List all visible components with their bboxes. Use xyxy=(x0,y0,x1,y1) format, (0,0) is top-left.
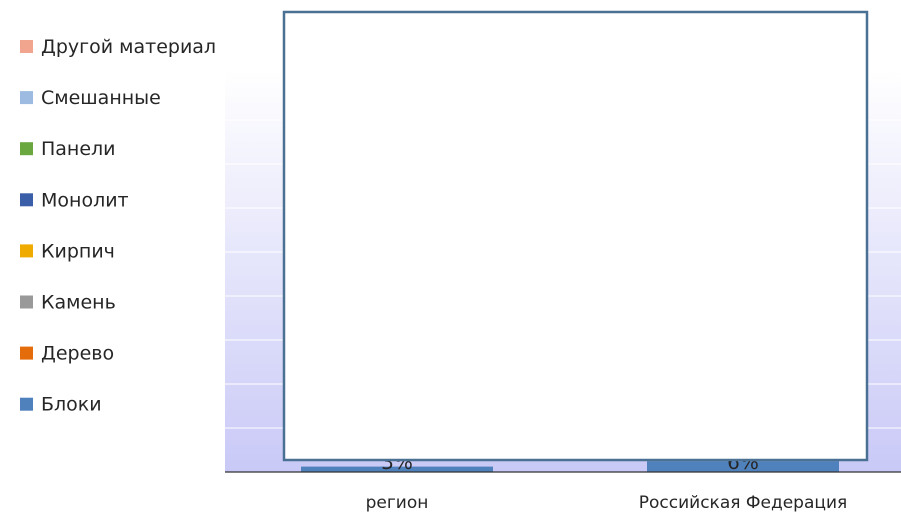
legend-swatch xyxy=(20,244,33,258)
legend-item: Блоки xyxy=(20,394,102,416)
legend-swatch xyxy=(20,295,33,309)
bars xyxy=(301,461,839,472)
category-label: регион xyxy=(366,493,429,513)
legend-swatch xyxy=(20,142,33,156)
legend-item: Панели xyxy=(20,138,116,160)
legend-label: Смешанные xyxy=(41,87,161,109)
legend-swatch xyxy=(20,397,33,411)
bar-1-1 xyxy=(301,466,493,472)
bar-1-2 xyxy=(647,461,839,472)
legend-item: Смешанные xyxy=(20,87,161,109)
legend-label: Блоки xyxy=(41,394,102,416)
legend-item: Кирпич xyxy=(20,240,115,262)
legend-label: Другой материал xyxy=(41,36,216,58)
legend-swatch xyxy=(20,40,33,53)
legend-label: Дерево xyxy=(41,343,114,365)
legend-label: Кирпич xyxy=(41,240,115,262)
category-labels: регион Российская Федерация xyxy=(366,493,848,513)
legend-item: Монолит xyxy=(20,189,129,211)
legend-swatch xyxy=(20,346,33,360)
category-label: Российская Федерация xyxy=(639,493,847,513)
blank-overlay-box xyxy=(282,10,869,462)
legend-item: Камень xyxy=(20,292,116,314)
legend-label: Панели xyxy=(41,138,116,160)
legend-swatch xyxy=(20,91,33,105)
legend-item: Дерево xyxy=(20,343,114,365)
legend-swatch xyxy=(20,193,33,207)
legend: Другой материал Смешанные Панели Монолит Кир… xyxy=(20,36,216,416)
legend-item: Другой материал xyxy=(20,36,216,58)
legend-label: Монолит xyxy=(41,189,129,211)
legend-label: Камень xyxy=(41,292,116,314)
